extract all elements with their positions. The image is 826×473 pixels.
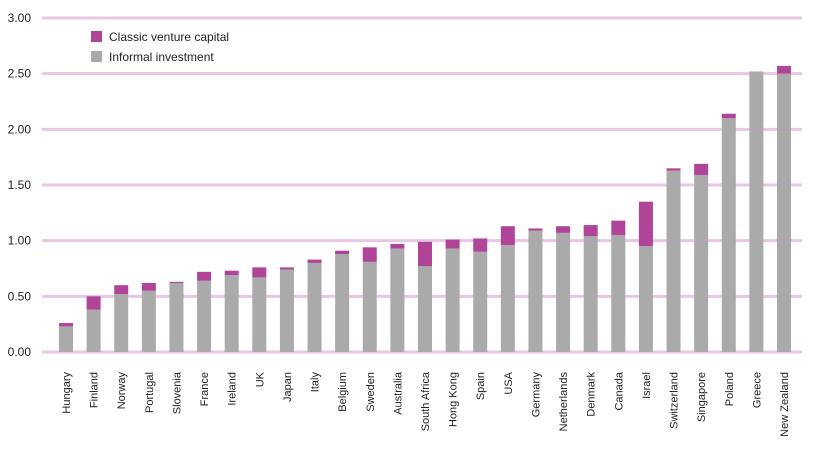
bar-segment (473, 238, 488, 252)
bar-segment (445, 248, 460, 352)
bar-segment (473, 251, 488, 352)
bar-segment (777, 65, 791, 74)
x-tick-label: Portugal (144, 372, 156, 413)
legend: Classic venture capital Informal investme… (91, 30, 229, 64)
bar-segment (721, 113, 736, 119)
y-tick-label: 1.50 (8, 178, 32, 192)
y-tick-label: 0.50 (8, 289, 32, 303)
bar-segment (528, 230, 543, 352)
x-tick-label: Spain (475, 372, 487, 400)
bar-segment (169, 281, 184, 283)
bar-segment (638, 201, 653, 247)
x-tick-label: Germany (530, 372, 542, 418)
bar-segment (418, 266, 432, 352)
x-tick-label: Ireland (227, 372, 239, 406)
bar-segment (777, 73, 791, 353)
y-tick-label: 2.00 (8, 122, 32, 136)
bar-segment (335, 254, 350, 352)
bar-segment (59, 323, 73, 327)
bar-segment (59, 326, 73, 352)
y-tick-label: 2.50 (8, 67, 32, 81)
x-tick-label: USA (503, 371, 515, 394)
bar-segment (362, 247, 377, 262)
bar-segment (252, 267, 267, 278)
bar-segment (666, 168, 681, 171)
bar-segment (500, 245, 515, 352)
x-tick-label: Sweden (365, 372, 377, 412)
bars (59, 65, 791, 353)
x-tick-label: Belgium (337, 372, 349, 412)
bar-segment (418, 241, 432, 267)
bar-segment (362, 261, 377, 352)
bar-segment (390, 248, 405, 352)
gridlines (42, 16, 802, 354)
bar-segment (224, 275, 239, 352)
x-tick-label: Greece (751, 372, 763, 408)
bar-segment (445, 239, 460, 249)
x-tick-label: Australia (392, 371, 404, 415)
bar-segment (86, 296, 101, 310)
x-tick-label: Hungary (61, 372, 73, 414)
legend-label: Informal investment (109, 50, 214, 64)
bar-segment (197, 271, 212, 281)
x-tick-label: Singapore (696, 372, 708, 422)
bar-segment (86, 309, 101, 352)
bar-segment (252, 277, 267, 352)
bar-segment (500, 226, 515, 246)
x-tick-label: Slovenia (171, 371, 183, 414)
legend-swatch (91, 31, 102, 42)
bar-segment (114, 285, 129, 295)
x-tick-label: South Africa (420, 371, 432, 431)
y-axis-ticks: 0.00 0.50 1.00 1.50 2.00 2.50 3.00 (8, 11, 32, 359)
bar-segment (638, 246, 653, 352)
x-tick-label: France (199, 372, 211, 406)
y-tick-label: 1.00 (8, 234, 32, 248)
bar-segment (224, 270, 239, 276)
bar-segment (694, 163, 709, 175)
x-tick-label: New Zealand (779, 372, 791, 437)
bar-segment (694, 174, 709, 352)
legend-swatch (91, 51, 102, 62)
x-tick-label: Italy (310, 372, 322, 393)
y-tick-label: 0.00 (8, 345, 32, 359)
bar-segment (611, 235, 626, 352)
x-tick-label: Netherlands (558, 372, 570, 432)
bar-segment (528, 228, 543, 231)
bar-segment (611, 220, 626, 236)
x-tick-label: Norway (116, 372, 128, 410)
x-tick-label: Poland (724, 372, 736, 406)
x-tick-label: Hong Kong (448, 372, 460, 427)
x-tick-label: Finland (89, 372, 101, 408)
bar-segment (307, 259, 322, 263)
bar-segment (583, 225, 598, 237)
x-tick-label: Canada (613, 371, 625, 410)
bar-segment (279, 267, 294, 270)
bar-segment (279, 269, 294, 352)
x-tick-label: Denmark (586, 372, 598, 417)
bar-segment (721, 118, 736, 352)
bar-segment (749, 71, 764, 352)
bar-segment (141, 282, 156, 291)
bar-segment (114, 294, 129, 352)
x-axis-labels: Hungary Finland Norway Portugal Slovenia Fran… (61, 371, 791, 437)
x-tick-label: Japan (282, 372, 294, 402)
bar-segment (169, 282, 184, 352)
x-tick-label: Switzerland (669, 372, 681, 429)
bar-segment (335, 250, 350, 255)
bar-segment (307, 262, 322, 352)
bar-segment (141, 290, 156, 352)
bar-segment (556, 226, 571, 233)
bar-segment (583, 236, 598, 352)
x-tick-label: Israel (641, 372, 653, 399)
bar-segment (197, 280, 212, 352)
x-tick-label: UK (254, 371, 266, 387)
bar-segment (390, 244, 405, 249)
y-tick-label: 3.00 (8, 11, 32, 25)
legend-label: Classic venture capital (109, 30, 229, 44)
bar-segment (556, 232, 571, 352)
bar-segment (666, 170, 681, 352)
